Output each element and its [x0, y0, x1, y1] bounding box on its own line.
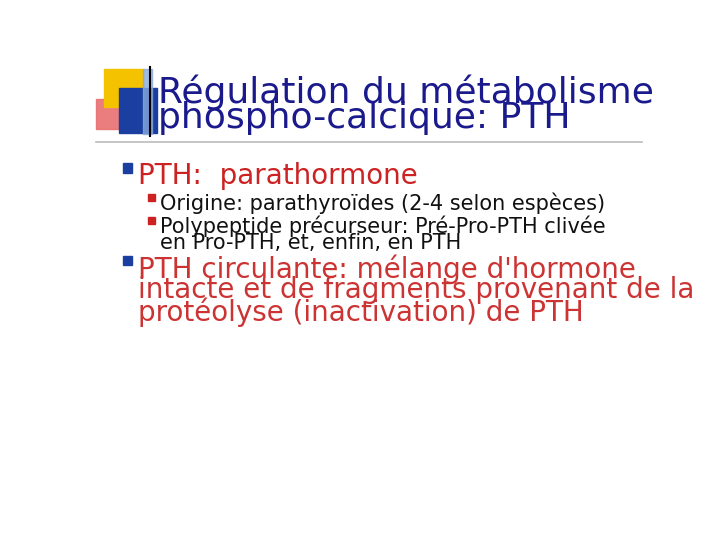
- Text: en Pro-PTH, et, enfin, en PTH: en Pro-PTH, et, enfin, en PTH: [160, 233, 461, 253]
- Text: PTH circulante: mélange d'hormone: PTH circulante: mélange d'hormone: [138, 254, 636, 284]
- Bar: [122, 256, 132, 265]
- Bar: [148, 217, 155, 224]
- Bar: [120, 88, 157, 132]
- Bar: [104, 69, 143, 107]
- Bar: [122, 164, 132, 173]
- Bar: [143, 69, 152, 134]
- Text: phospho-calcique: PTH: phospho-calcique: PTH: [158, 101, 571, 135]
- Text: protéolyse (inactivation) de PTH: protéolyse (inactivation) de PTH: [138, 298, 584, 327]
- Bar: [148, 194, 155, 201]
- Bar: [96, 99, 139, 129]
- Text: Régulation du métabolisme: Régulation du métabolisme: [158, 74, 654, 110]
- Text: Origine: parathyroïdes (2-4 selon espèces): Origine: parathyroïdes (2-4 selon espèce…: [160, 193, 605, 214]
- Text: intacte et de fragments provenant de la: intacte et de fragments provenant de la: [138, 276, 694, 304]
- Text: PTH:  parathormone: PTH: parathormone: [138, 162, 418, 190]
- Text: Polypeptide précurseur: Pré-Pro-PTH clivée: Polypeptide précurseur: Pré-Pro-PTH cliv…: [160, 215, 606, 237]
